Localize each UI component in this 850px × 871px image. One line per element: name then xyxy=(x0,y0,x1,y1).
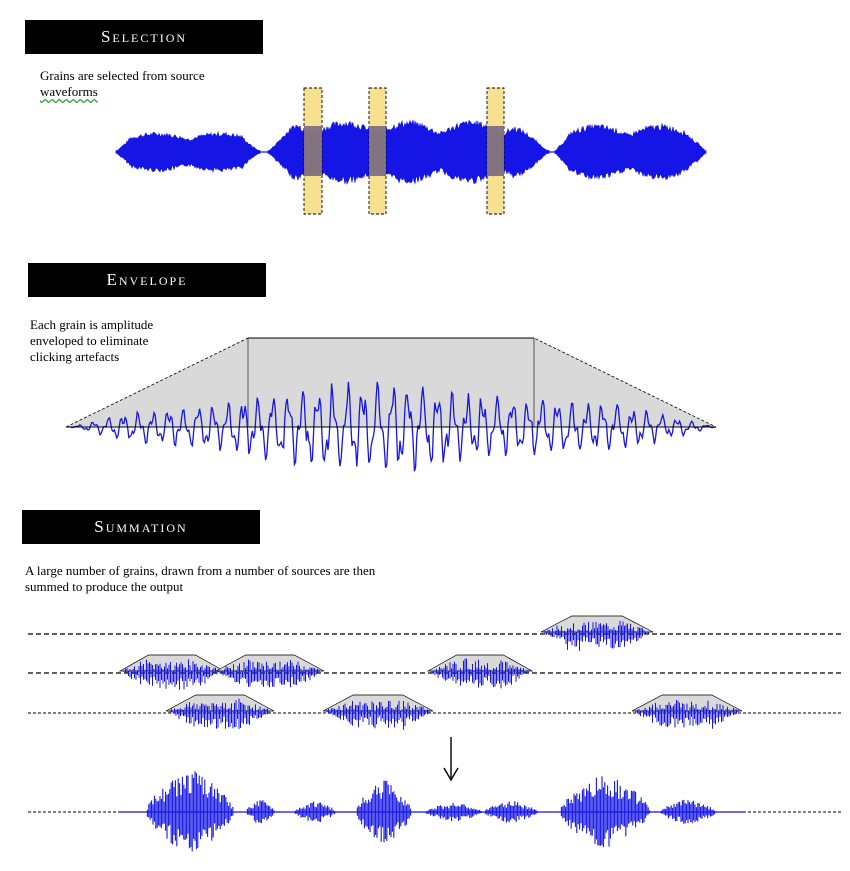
summation-header: Summation xyxy=(22,510,260,544)
output-burst xyxy=(146,771,234,852)
summation-description-line1: A large number of grains, drawn from a n… xyxy=(25,563,376,578)
down-arrow-icon xyxy=(443,737,459,782)
grain xyxy=(322,694,434,730)
output-burst xyxy=(560,776,651,847)
summed-output-waveform xyxy=(28,771,842,852)
summation-description: A large number of grains, drawn from a n… xyxy=(25,563,375,595)
grain-stream-lines xyxy=(28,633,842,714)
selection-header: Selection xyxy=(25,20,263,54)
enveloped-grain-waveform xyxy=(69,381,716,472)
output-burst xyxy=(294,801,336,822)
summation-description-line2: summed to produce the output xyxy=(25,579,184,594)
envelope-description-line2: enveloped to eliminate xyxy=(30,333,149,348)
envelope-description: Each grain is amplitude enveloped to eli… xyxy=(30,317,153,365)
grain xyxy=(426,654,534,689)
grain-waveform xyxy=(326,700,430,730)
output-burst xyxy=(484,801,538,823)
summation-grains xyxy=(118,615,743,730)
grain-envelope xyxy=(165,694,275,712)
grain-overlap-region xyxy=(487,126,504,176)
selection-description-line1: Grains are selected from source xyxy=(40,68,205,83)
grain-waveform xyxy=(169,698,270,729)
output-burst xyxy=(356,780,412,843)
output-burst xyxy=(246,800,275,824)
grain-selection-boxes xyxy=(303,87,505,215)
grain-waveform xyxy=(431,658,529,689)
envelope-description-line1: Each grain is amplitude xyxy=(30,317,154,332)
grain-waveform xyxy=(219,659,320,688)
selection-description: Grains are selected from source waveform… xyxy=(40,68,205,100)
source-waveform xyxy=(115,119,707,185)
grain xyxy=(540,615,654,651)
grain xyxy=(631,694,743,729)
grain xyxy=(165,694,275,729)
output-burst xyxy=(425,803,482,822)
grain-overlap-region xyxy=(304,126,322,176)
grain xyxy=(118,654,226,690)
grain-waveform xyxy=(635,700,739,729)
selection-description-line2: waveforms xyxy=(40,84,98,99)
output-burst xyxy=(660,799,716,824)
grain-waveform xyxy=(544,620,649,651)
grain xyxy=(215,654,325,688)
envelope-description-line3: clicking artefacts xyxy=(30,349,120,364)
grain-waveform xyxy=(123,659,221,690)
grain-envelope xyxy=(215,654,325,672)
grain-overlap-region xyxy=(369,126,386,176)
envelope-header: Envelope xyxy=(28,263,266,297)
